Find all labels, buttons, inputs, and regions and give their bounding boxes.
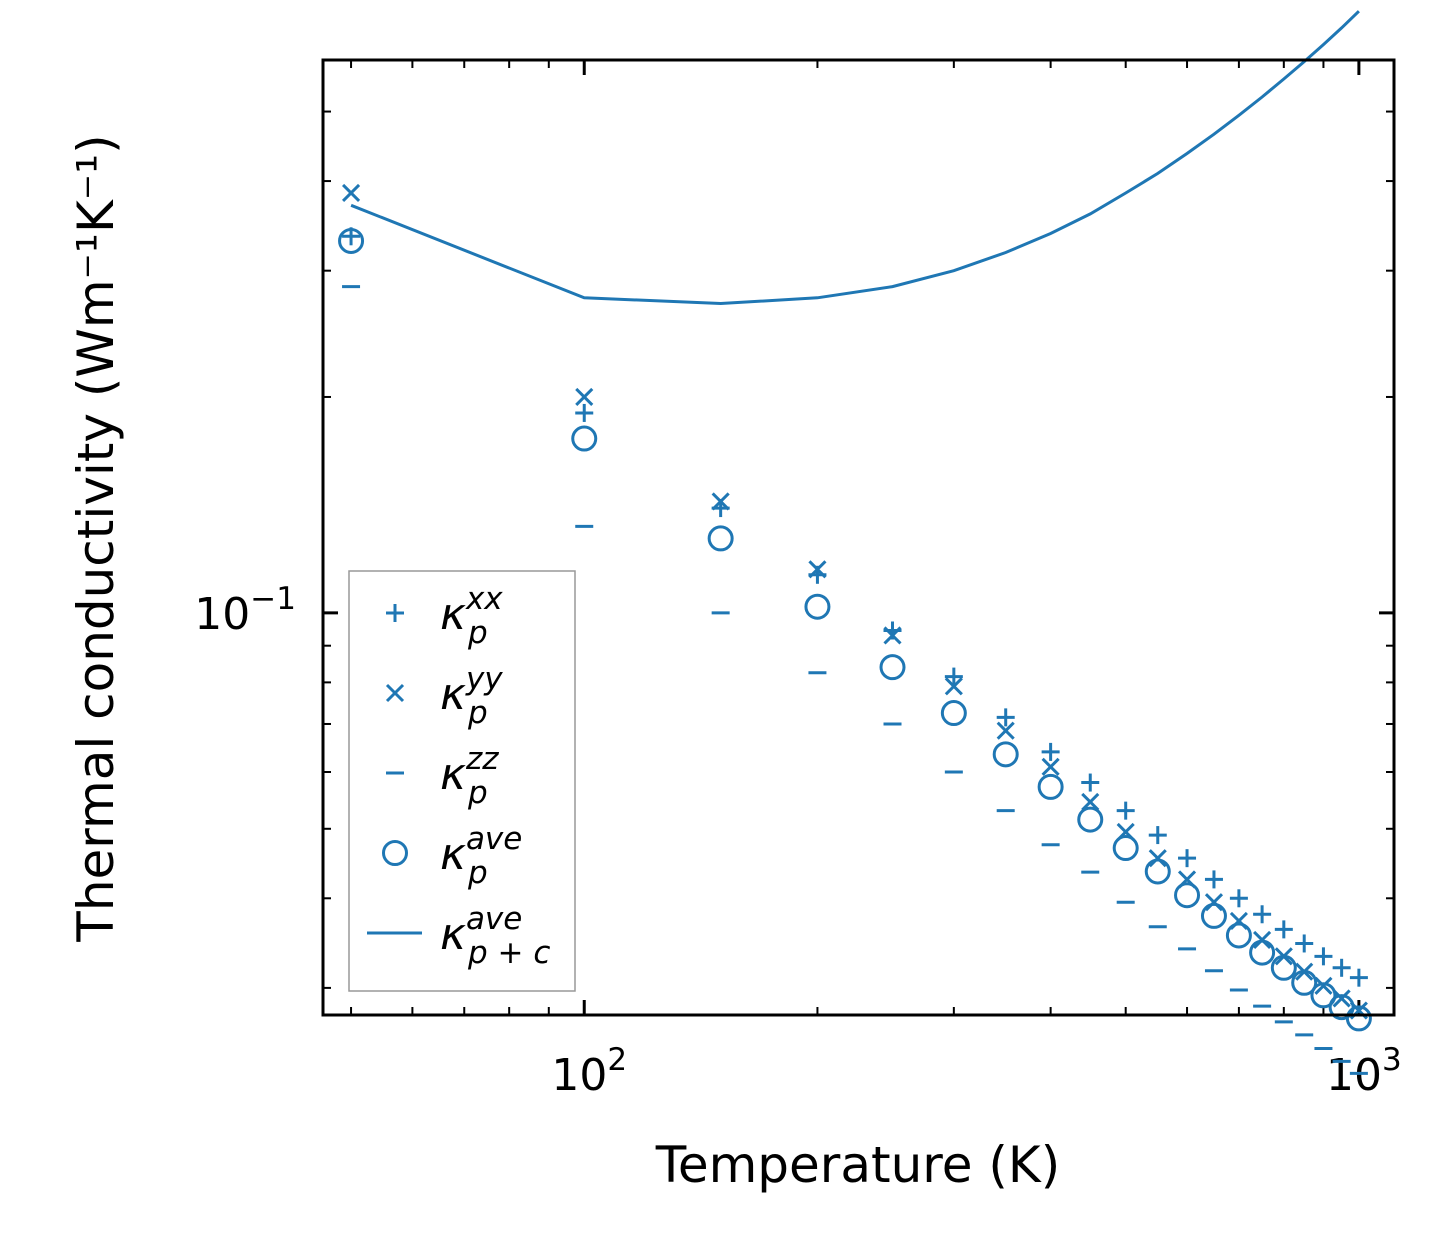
legend-label: κyy: [440, 661, 503, 720]
data-point: [1081, 773, 1100, 792]
data-point: [1295, 934, 1314, 953]
series-kappa_p+c_ave: [350, 10, 1360, 306]
data-point: [996, 721, 1015, 740]
data-point: [1345, 1005, 1372, 1032]
data-point: [1349, 968, 1368, 987]
legend-label: κxx: [440, 581, 503, 640]
x-tick-label: 102: [551, 1042, 627, 1101]
tick-labels: 102 103 10−1: [194, 581, 1401, 1101]
series-kappa_zz: [342, 285, 1368, 1075]
data-point: [1041, 757, 1060, 776]
data-point: [1332, 958, 1351, 977]
data-point: [804, 593, 831, 620]
data-point: [1229, 889, 1248, 908]
legend-label-subscript: p: [467, 695, 488, 731]
data-point: [1148, 849, 1167, 868]
data-point: [992, 741, 1019, 768]
data-point: [1314, 947, 1333, 966]
data-point: [879, 654, 906, 681]
data-point: [1037, 773, 1064, 800]
data-point: [1204, 870, 1223, 889]
data-point: [1249, 939, 1276, 966]
data-point: [1225, 922, 1252, 949]
legend-marker-swatch: [386, 604, 404, 622]
data-point: [1116, 801, 1135, 820]
legend-label: κave: [440, 901, 522, 960]
data-point: [1041, 742, 1060, 761]
data-point: [1174, 882, 1201, 909]
data-point: [1200, 902, 1227, 929]
data-point: [575, 403, 594, 422]
data-point: [1274, 920, 1293, 939]
data-point: [571, 425, 598, 452]
data-point: [883, 626, 902, 645]
data-point: [1332, 989, 1351, 1008]
data-point: [575, 387, 594, 407]
data-point: [1314, 976, 1333, 995]
data-point: [341, 183, 361, 203]
data-point: [996, 708, 1015, 727]
data-point: [338, 227, 365, 254]
data-point: [808, 560, 827, 579]
legend-label-subscript: p: [467, 775, 488, 811]
data-point: [1077, 806, 1104, 833]
legend-label: κzz: [440, 741, 499, 800]
data-point: [1081, 792, 1100, 811]
y-axis-label: Thermal conductivity (Wm⁻¹K⁻¹): [67, 134, 125, 942]
x-tick-label: 103: [1326, 1042, 1402, 1101]
data-point: [944, 677, 963, 696]
data-point: [1178, 849, 1197, 868]
legend-label-subscript: p: [467, 855, 488, 891]
x-axis-label: Temperature (K): [655, 1136, 1060, 1194]
data-point: [711, 492, 730, 511]
data-point: [944, 667, 963, 686]
y-tick-label: 10−1: [194, 581, 296, 640]
data-point: [1204, 893, 1224, 912]
data-point: [1310, 982, 1337, 1009]
data-point: [1144, 858, 1171, 885]
legend-label-subscript: p + c: [467, 935, 550, 971]
legend-label-subscript: p: [467, 615, 488, 651]
data-point: [1148, 826, 1167, 845]
plot-frame: [321, 58, 1396, 1017]
legend-marker-swatch: [385, 683, 405, 703]
data-point: [1291, 969, 1318, 996]
data-point: [1253, 905, 1272, 924]
data-point: [940, 700, 967, 727]
legend-box: [348, 570, 576, 992]
series-line: [350, 10, 1360, 306]
data-point: [1270, 954, 1297, 981]
data-point: [707, 525, 734, 552]
legend-label: κave: [440, 821, 522, 880]
data-point: [1112, 835, 1139, 862]
series-kappa_ave: [338, 227, 1372, 1032]
legend-marker-swatch: [382, 840, 408, 866]
